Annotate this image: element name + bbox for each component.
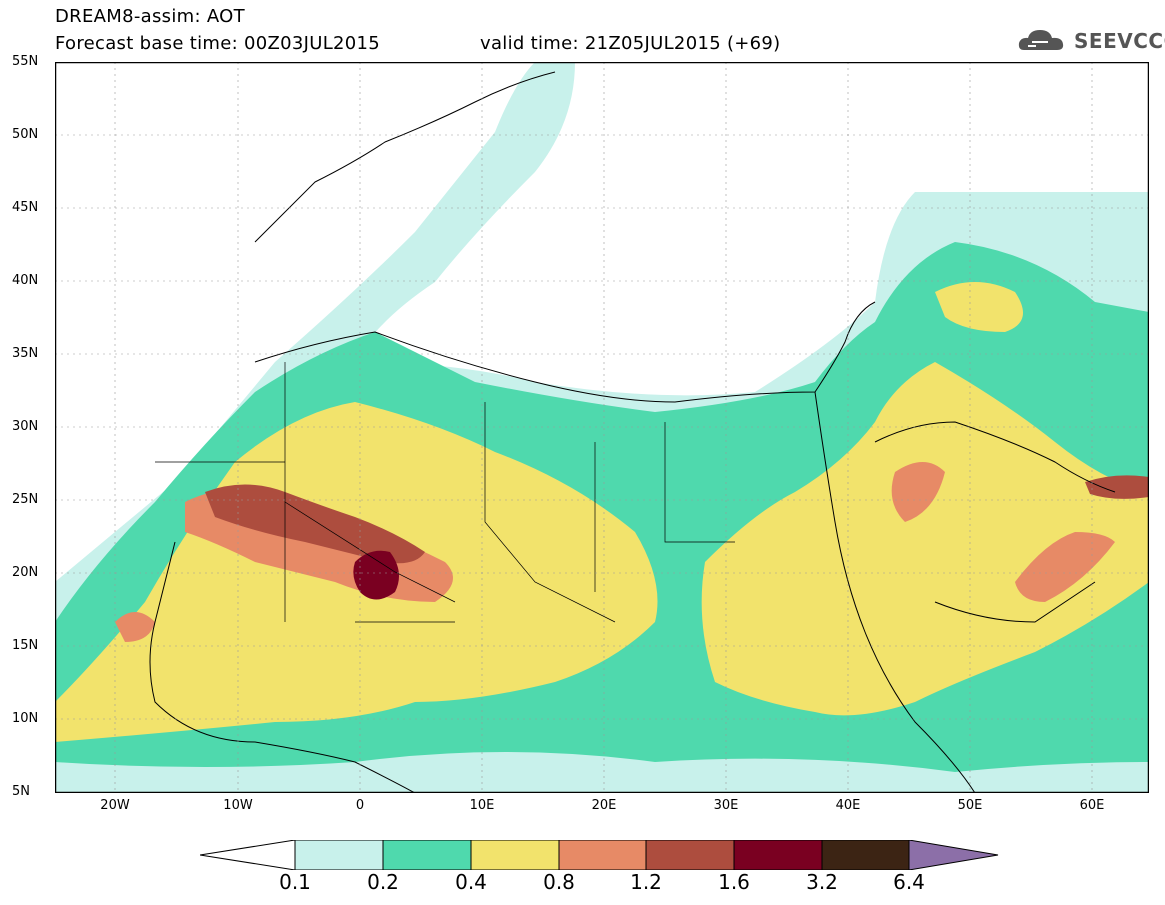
colorbar-label: 3.2 (806, 870, 838, 894)
lat-label: 55N (12, 54, 39, 69)
colorbar-bin (821, 840, 910, 870)
lon-label: 50E (957, 798, 983, 813)
grid (55, 62, 1149, 793)
lon-label: 10W (223, 798, 253, 813)
aot-map (55, 62, 1149, 793)
lon-label: 40E (835, 798, 861, 813)
lat-label: 30N (12, 419, 39, 434)
colorbar-label: 6.4 (893, 870, 925, 894)
colorbar-bin (294, 840, 384, 870)
colorbar-bin (470, 840, 560, 870)
lat-label: 50N (12, 127, 39, 142)
lon-label: 60E (1079, 798, 1105, 813)
aot-field (55, 62, 1149, 793)
lon-label: 30E (713, 798, 739, 813)
colorbar-label: 0.2 (367, 870, 399, 894)
colorbar-underflow (200, 840, 296, 870)
forecast-base-time: Forecast base time: 00Z03JUL2015 (55, 33, 381, 54)
lat-label: 45N (12, 200, 39, 215)
lat-label: 40N (12, 273, 39, 288)
lat-label: 15N (12, 638, 39, 653)
lon-label: 20E (591, 798, 617, 813)
colorbar-overflow (908, 840, 999, 870)
lat-label: 20N (12, 565, 39, 580)
colorbar-bin (733, 840, 823, 870)
colorbar-bin (382, 840, 472, 870)
country-borders (155, 362, 735, 623)
lon-label: 20W (100, 798, 130, 813)
seevccc-logo: SEEVCCC (1074, 29, 1165, 53)
colorbar-label: 1.2 (630, 870, 662, 894)
colorbar-label: 0.1 (279, 870, 311, 894)
lat-label: 25N (12, 492, 39, 507)
valid-time: valid time: 21Z05JUL2015 (+69) (480, 33, 781, 54)
lon-label: 10E (469, 798, 495, 813)
colorbar-label: 1.6 (718, 870, 750, 894)
colorbar-label: 0.4 (455, 870, 487, 894)
colorbar-bin (558, 840, 647, 870)
chart-title: DREAM8-assim: AOT (55, 6, 245, 27)
lat-label: 5N (12, 784, 30, 799)
colorbar-label: 0.8 (543, 870, 575, 894)
lat-label: 10N (12, 711, 39, 726)
lon-label: 0 (355, 798, 365, 813)
coastlines (149, 71, 1116, 793)
colorbar-bin (645, 840, 735, 870)
lat-label: 35N (12, 346, 39, 361)
cloud-icon (1018, 30, 1064, 50)
colorbar (200, 840, 999, 870)
